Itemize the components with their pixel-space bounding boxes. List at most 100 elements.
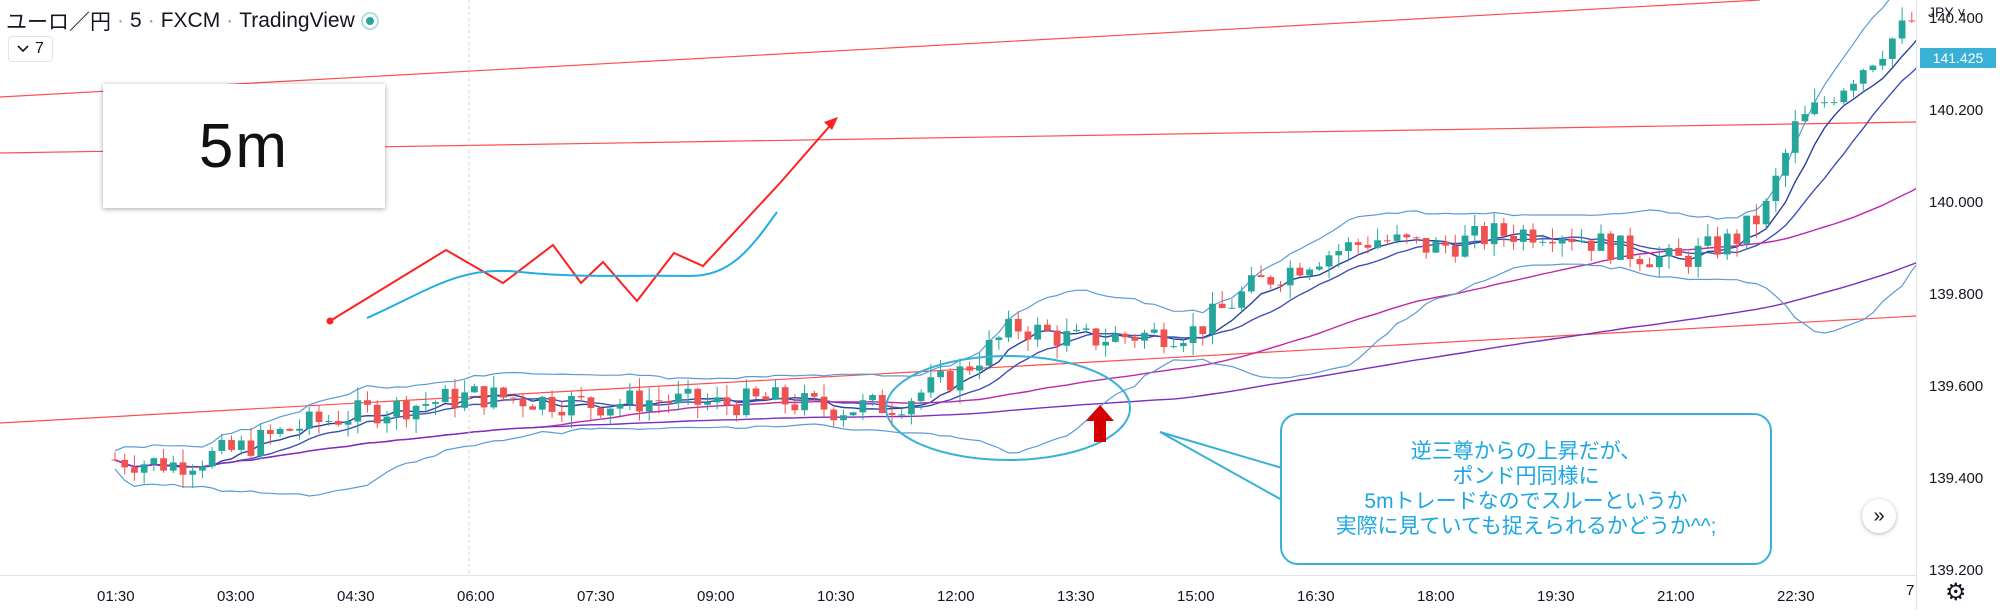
sketch-start-dot	[326, 317, 334, 325]
scroll-to-realtime-button[interactable]: »	[1862, 499, 1896, 533]
candle-body	[412, 405, 420, 420]
candle-body	[1432, 241, 1440, 253]
gear-icon[interactable]: ⚙	[1945, 579, 1967, 606]
candle-body	[1024, 331, 1032, 340]
candle-body	[1597, 233, 1605, 251]
candle-body	[208, 450, 216, 467]
candle-body	[1451, 245, 1459, 257]
symbol-name[interactable]: ユーロ／円	[6, 11, 111, 34]
candle-body	[1529, 229, 1537, 243]
time-axis[interactable]: 01:30 03:00 04:30 06:00 07:30 09:00 10:30 12:00…	[0, 575, 1916, 611]
indicator-count: 7	[35, 40, 44, 57]
candle-body	[1646, 264, 1653, 268]
time-tick-label: 10:30	[817, 588, 855, 605]
candle-body	[1704, 236, 1712, 246]
candle-body	[150, 458, 158, 465]
candle-body	[859, 400, 867, 413]
candle-body	[616, 404, 624, 409]
candle-body	[772, 387, 779, 400]
current-price-tag: 141.425	[1920, 48, 1996, 68]
candle-body	[684, 388, 692, 394]
candle-body	[1840, 90, 1848, 103]
candle-body	[1383, 240, 1391, 242]
candle-body	[636, 390, 643, 412]
price-tick-label: 139.600	[1929, 378, 1983, 395]
candle-body	[1879, 58, 1887, 66]
candle-body	[111, 459, 119, 461]
candle-body	[131, 467, 138, 473]
platform-label: TradingView	[239, 9, 355, 32]
price-axis[interactable]: 139.200 139.400 139.600 139.800 140.000 140.2…	[1916, 0, 2000, 610]
candle-body	[1247, 275, 1255, 292]
candle-body	[500, 387, 507, 398]
candle-body	[286, 428, 294, 431]
candle-body	[1850, 83, 1857, 91]
candle-body	[976, 365, 983, 371]
candle-body	[995, 337, 1003, 341]
candle-body	[1422, 238, 1430, 253]
callout-text: 逆三尊からの上昇だが、 ポンド円同様に 5mトレードなのでスルーというか 実際に…	[1335, 440, 1717, 538]
candle-body	[1374, 240, 1381, 248]
candle-body	[1510, 235, 1517, 242]
candle-body	[315, 411, 323, 423]
symbol-header[interactable]: ユーロ／円 · 5 · FXCM · TradingView	[6, 6, 379, 36]
price-tick-label: 140.200	[1929, 102, 1983, 119]
bollinger-lower	[114, 142, 2000, 497]
candle-body	[791, 404, 799, 411]
candle-body	[364, 400, 371, 405]
candle-body	[1238, 291, 1246, 308]
time-tick-label: 19:30	[1537, 588, 1575, 605]
candle-body	[1199, 326, 1207, 335]
candle-body	[509, 397, 517, 399]
candle-body	[840, 415, 847, 421]
bollinger-bands	[114, 0, 2000, 497]
candle-body	[480, 386, 488, 408]
candle-body	[1685, 255, 1692, 267]
candle-body	[801, 393, 808, 411]
candle-body	[1694, 245, 1702, 267]
candle-body	[1267, 277, 1275, 285]
candle-body	[1063, 331, 1071, 346]
candle-body	[1636, 259, 1644, 265]
candle-body	[1626, 235, 1634, 260]
time-tick-label: 21:00	[1657, 588, 1695, 605]
candle-body	[733, 405, 740, 416]
market-status-icon[interactable]	[360, 12, 379, 30]
candle-body	[1733, 233, 1741, 244]
time-tick-label: 09:00	[697, 588, 735, 605]
candle-body	[1364, 244, 1372, 248]
candle-body	[179, 462, 187, 475]
candle-body	[1413, 237, 1420, 239]
candle-body	[1277, 284, 1284, 286]
candle-body	[927, 377, 935, 393]
callout-box: 逆三尊からの上昇だが、 ポンド円同様に 5mトレードなのでスルーというか 実際に…	[1280, 413, 1772, 565]
candle-body	[218, 440, 226, 451]
separator: ·	[117, 9, 124, 32]
candle-body	[1539, 241, 1547, 243]
candle-body	[237, 440, 245, 450]
candle-body	[606, 408, 614, 416]
candle-body	[1393, 234, 1401, 241]
candle-body	[849, 412, 857, 416]
candle-body	[1315, 266, 1323, 270]
candle-body	[247, 440, 255, 456]
candle-body	[1306, 269, 1314, 276]
sketch-zigzag-line	[329, 182, 781, 322]
candle-body	[1714, 236, 1721, 255]
candle-body	[1082, 328, 1090, 330]
candle-body	[956, 366, 964, 391]
moving-average-line	[114, 0, 1987, 468]
candle-body	[1869, 65, 1877, 71]
interval-label[interactable]: 5	[130, 9, 142, 32]
candle-body	[1908, 20, 1916, 22]
candle-body	[1044, 324, 1051, 331]
candle-body	[1111, 333, 1119, 342]
candle-body	[655, 400, 663, 402]
candle-body	[597, 407, 605, 416]
indicators-toggle-button[interactable]: 7	[8, 36, 53, 62]
candle-body	[1859, 70, 1867, 84]
currency-selector[interactable]: JPY ˅	[1928, 4, 1966, 20]
candle-body	[723, 397, 731, 406]
sketch-smooth-curve	[366, 211, 778, 319]
